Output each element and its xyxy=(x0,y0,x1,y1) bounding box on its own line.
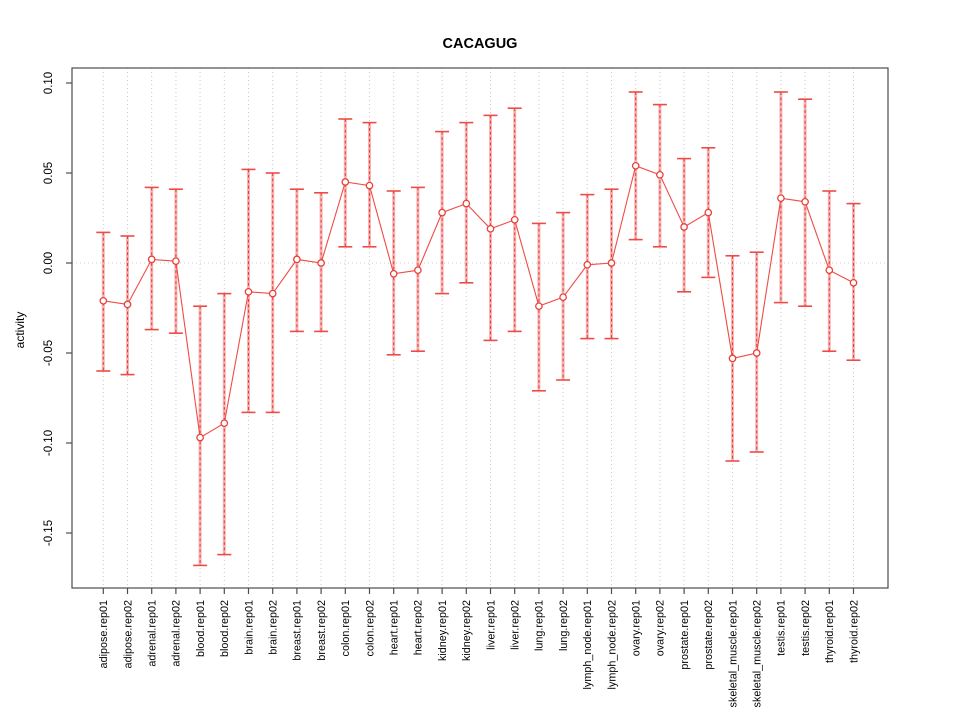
x-tick-label: lung.rep01 xyxy=(534,600,546,651)
x-tick-label: prostate.rep02 xyxy=(703,600,715,670)
data-point xyxy=(172,257,180,266)
x-tick-label: adrenal.rep02 xyxy=(171,600,183,667)
data-point xyxy=(825,266,834,275)
x-tick-label: skeletal_muscle.rep01 xyxy=(727,600,739,707)
plot-box xyxy=(71,67,889,589)
x-tick-label: lung.rep02 xyxy=(558,600,570,651)
x-tick-label: adrenal.rep01 xyxy=(146,600,158,667)
data-point xyxy=(220,419,229,428)
y-tick-label: 0.05 xyxy=(43,162,55,184)
x-tick-label: heart.rep02 xyxy=(413,600,425,655)
x-tick-label: breast.rep02 xyxy=(316,600,328,661)
data-point xyxy=(99,296,108,305)
data-point xyxy=(510,215,519,224)
x-tick-label: brain.rep02 xyxy=(268,600,280,655)
data-point xyxy=(583,260,592,269)
data-point xyxy=(414,266,422,275)
x-tick-label: blood.rep02 xyxy=(219,600,231,657)
x-tick-label: liver.rep02 xyxy=(510,600,522,650)
data-point xyxy=(268,289,277,298)
data-point xyxy=(147,255,156,264)
x-tick-label: breast.rep01 xyxy=(292,600,304,661)
x-tick-label: testis.rep01 xyxy=(776,600,788,656)
error-bars xyxy=(96,91,861,567)
data-point xyxy=(801,197,809,206)
x-tick-label: liver.rep01 xyxy=(485,600,497,650)
data-point xyxy=(607,259,616,267)
x-tick-label: kidney.rep01 xyxy=(437,600,449,661)
x-tick-label: adipose.rep01 xyxy=(98,600,110,668)
data-point xyxy=(196,433,204,442)
data-point xyxy=(728,354,737,363)
data-point xyxy=(752,349,761,357)
data-point xyxy=(438,208,446,217)
data-point xyxy=(486,224,495,233)
data-point xyxy=(462,199,471,208)
x-tick-label: adipose.rep02 xyxy=(122,600,134,668)
data-point xyxy=(680,223,688,231)
data-point xyxy=(849,278,858,287)
y-tick-label: 0.00 xyxy=(43,252,55,274)
x-tick-label: skeletal_muscle.rep02 xyxy=(752,600,764,707)
data-point xyxy=(777,194,785,203)
x-tick-label: colon.rep01 xyxy=(340,600,352,656)
x-tick-label: kidney.rep02 xyxy=(461,600,473,661)
x-tick-label: lymph_node.rep02 xyxy=(606,600,618,689)
data-point xyxy=(389,269,398,278)
data-point xyxy=(559,293,567,302)
y-tick-label: 0.10 xyxy=(43,72,55,94)
data-point xyxy=(317,259,325,267)
series-line xyxy=(103,165,854,439)
x-tick-label: brain.rep01 xyxy=(243,600,255,655)
x-tick-label: thyroid.rep01 xyxy=(824,600,836,663)
y-tick-label: -0.15 xyxy=(43,520,55,546)
axes: 0.10 0.05 0.00 -0.05 -0.10 -0.15 adipose.rep01… xyxy=(43,67,889,707)
data-point xyxy=(341,178,350,186)
data-point xyxy=(123,300,132,309)
x-tick-label: ovary.rep02 xyxy=(655,600,667,656)
x-tick-label: testis.rep02 xyxy=(800,600,812,656)
data-point xyxy=(293,255,301,264)
data-point xyxy=(535,302,543,311)
x-tick-label: prostate.rep01 xyxy=(679,600,691,670)
data-points xyxy=(99,161,858,442)
x-tick-label: lymph_node.rep01 xyxy=(582,600,594,689)
data-point xyxy=(656,170,664,179)
x-tick-label: ovary.rep01 xyxy=(631,600,643,656)
x-tick-label: colon.rep02 xyxy=(364,600,376,656)
data-point xyxy=(704,208,713,217)
data-point xyxy=(631,161,640,170)
y-tick-label: -0.05 xyxy=(43,340,55,366)
series-polyline xyxy=(103,165,854,439)
x-tick-label: blood.rep01 xyxy=(195,600,207,657)
y-tick-label: -0.10 xyxy=(43,430,55,456)
x-tick-label: heart.rep01 xyxy=(389,600,401,655)
x-tick-label: thyroid.rep02 xyxy=(848,600,860,663)
data-point xyxy=(244,287,253,296)
y-axis-title: activity xyxy=(13,312,27,349)
chart-title: CACAGUG xyxy=(443,36,518,52)
gridlines xyxy=(72,68,888,588)
data-point xyxy=(365,181,374,190)
